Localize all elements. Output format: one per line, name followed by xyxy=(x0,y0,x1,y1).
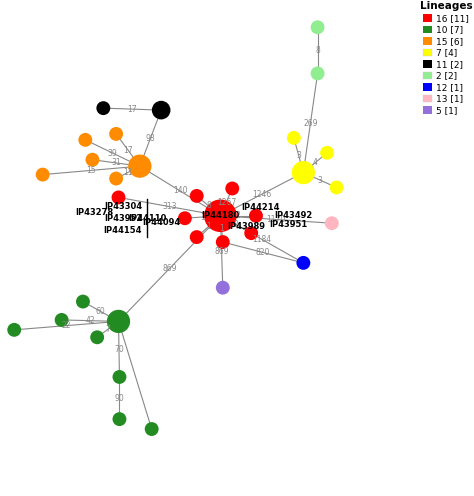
Text: IP44180: IP44180 xyxy=(201,211,240,220)
Text: IP43304
IP43952
IP44154: IP43304 IP43952 IP44154 xyxy=(104,202,142,235)
Point xyxy=(328,219,336,227)
Text: 60: 60 xyxy=(96,307,106,316)
Text: IP44094: IP44094 xyxy=(142,218,180,227)
Point xyxy=(252,212,260,220)
Text: 313: 313 xyxy=(162,202,177,211)
Text: 1: 1 xyxy=(219,224,224,234)
Text: 8: 8 xyxy=(206,201,211,210)
Text: IP44110: IP44110 xyxy=(128,214,167,223)
Point xyxy=(300,169,307,177)
Text: 2: 2 xyxy=(233,220,238,229)
Point xyxy=(333,184,340,191)
Text: IP43951: IP43951 xyxy=(269,220,308,229)
Point xyxy=(181,214,189,222)
Text: 90: 90 xyxy=(115,393,124,403)
Text: 140: 140 xyxy=(173,186,187,195)
Point xyxy=(39,171,46,179)
Text: 31: 31 xyxy=(111,158,121,168)
Point xyxy=(193,192,201,200)
Text: IP44214: IP44214 xyxy=(242,203,280,212)
Text: 1184: 1184 xyxy=(252,235,272,244)
Point xyxy=(314,23,321,31)
Point xyxy=(112,175,120,183)
Point xyxy=(100,104,107,112)
Text: 8: 8 xyxy=(315,46,320,55)
Text: 11: 11 xyxy=(123,168,133,177)
Point xyxy=(300,259,307,267)
Text: 98: 98 xyxy=(146,133,155,143)
Text: 42: 42 xyxy=(85,316,95,325)
Text: 1267: 1267 xyxy=(217,197,236,207)
Point xyxy=(79,298,87,306)
Point xyxy=(228,185,236,192)
Point xyxy=(217,212,224,220)
Text: 15: 15 xyxy=(86,166,96,175)
Point xyxy=(157,106,165,114)
Text: 869: 869 xyxy=(214,247,229,256)
Point xyxy=(314,69,321,77)
Text: 3: 3 xyxy=(296,151,301,160)
Text: IP43278: IP43278 xyxy=(76,208,114,217)
Text: IP43492: IP43492 xyxy=(274,211,312,220)
Point xyxy=(89,156,96,164)
Point xyxy=(10,326,18,334)
Point xyxy=(116,373,123,381)
Point xyxy=(219,238,227,246)
Point xyxy=(82,136,89,144)
Point xyxy=(115,193,122,201)
Point xyxy=(193,233,201,241)
Point xyxy=(112,130,120,138)
Point xyxy=(247,229,255,237)
Point xyxy=(290,134,298,142)
Text: 269: 269 xyxy=(303,119,318,127)
Point xyxy=(116,415,123,423)
Point xyxy=(93,333,101,341)
Text: 1: 1 xyxy=(200,212,205,222)
Point xyxy=(148,425,155,433)
Text: 1170: 1170 xyxy=(266,215,286,224)
Text: 39: 39 xyxy=(108,148,118,158)
Point xyxy=(219,284,227,292)
Text: 869: 869 xyxy=(162,264,177,273)
Text: 2: 2 xyxy=(236,211,241,220)
Point xyxy=(115,317,122,325)
Text: 1: 1 xyxy=(206,222,211,231)
Text: 3: 3 xyxy=(318,176,322,185)
Point xyxy=(58,316,65,324)
Text: 4: 4 xyxy=(313,158,318,167)
Text: 1246: 1246 xyxy=(252,189,272,199)
Point xyxy=(136,162,144,170)
Text: 17: 17 xyxy=(128,105,137,114)
Point xyxy=(323,149,331,157)
Text: IP43989: IP43989 xyxy=(228,222,265,231)
Text: 820: 820 xyxy=(256,248,270,257)
Text: 22: 22 xyxy=(62,321,71,330)
Text: 70: 70 xyxy=(114,345,124,354)
Legend: 16 [11], 10 [7], 15 [6], 7 [4], 11 [2], 2 [2], 12 [1], 13 [1], 5 [1]: 16 [11], 10 [7], 15 [6], 7 [4], 11 [2], … xyxy=(418,0,474,117)
Text: 7: 7 xyxy=(105,325,110,334)
Text: 17: 17 xyxy=(123,145,133,155)
